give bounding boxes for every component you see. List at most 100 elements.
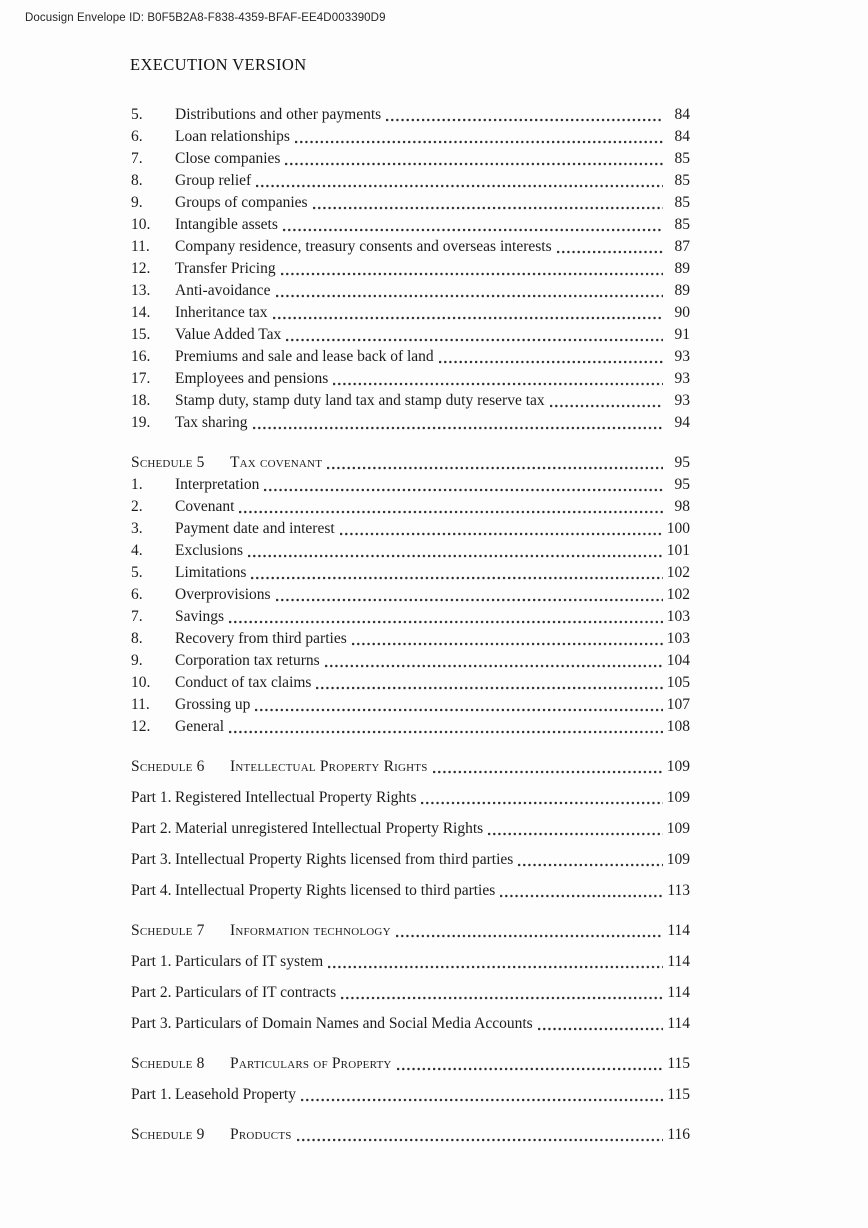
- dot-leader: [432, 770, 663, 774]
- toc-entry-title: Grossing up: [175, 696, 251, 713]
- toc-entry-page: 102: [666, 564, 690, 581]
- dot-leader: [272, 316, 663, 320]
- toc-entry: 7. Close companies 85: [131, 148, 690, 170]
- toc-entry-number: 11.: [131, 238, 150, 255]
- toc-entry: 3. Payment date and interest 100: [131, 518, 690, 540]
- toc-entry: Part 2. Particulars of IT contracts 114: [131, 982, 690, 1004]
- toc-entry-title: Stamp duty, stamp duty land tax and stam…: [175, 392, 545, 409]
- toc-entry-title: Exclusions: [175, 542, 244, 559]
- dot-leader: [438, 360, 663, 364]
- toc-entry: Schedule 9 Products 116: [131, 1124, 690, 1146]
- toc-entry-number: 12.: [131, 260, 151, 277]
- dot-leader: [275, 294, 663, 298]
- toc-entry-title: Particulars of IT system: [175, 953, 324, 970]
- dot-leader: [421, 801, 663, 805]
- toc-entry-number: 10.: [131, 216, 151, 233]
- toc-entry-number: 9.: [131, 652, 143, 669]
- toc-entry-title: Tax sharing: [175, 414, 248, 431]
- dot-leader: [556, 250, 663, 254]
- toc-entry-number: 1.: [131, 476, 143, 493]
- toc-entry-number: 15.: [131, 326, 151, 343]
- dot-leader: [395, 934, 663, 938]
- toc-entry-page: 100: [666, 520, 690, 537]
- toc-entry-title: Intellectual Property Rights licensed to…: [175, 882, 496, 899]
- toc-entry: Schedule 6 Intellectual Property Rights 10…: [131, 756, 690, 778]
- dot-leader: [328, 965, 663, 969]
- toc-entry-page: 95: [674, 454, 691, 471]
- toc-entry-number: Part 2.: [131, 820, 172, 837]
- toc-entry-number: 12.: [131, 718, 151, 735]
- toc-entry-page: 85: [674, 216, 691, 233]
- toc-entry-number: 7.: [131, 150, 143, 167]
- toc-entry-title: Limitations: [175, 564, 247, 581]
- toc-entry: 16. Premiums and sale and lease back of l…: [131, 346, 690, 368]
- toc-entry: 14. Inheritance tax 90: [131, 302, 690, 324]
- toc-entry-title: Loan relationships: [175, 128, 290, 145]
- toc-entry: 4. Exclusions 101: [131, 540, 690, 562]
- toc-entry: 5. Limitations 102: [131, 562, 690, 584]
- toc-entry: 11. Grossing up 107: [131, 694, 690, 716]
- dot-leader: [396, 1067, 663, 1071]
- toc-entry: 2. Covenant 98: [131, 496, 690, 518]
- toc-entry: 17. Employees and pensions 93: [131, 368, 690, 390]
- toc-entry-page: 98: [674, 498, 691, 515]
- dot-leader: [280, 272, 663, 276]
- toc-entry-number: Part 3.: [131, 851, 172, 868]
- dot-leader: [256, 184, 663, 188]
- toc-entry-page: 115: [667, 1055, 690, 1072]
- toc-entry-number: 6.: [131, 128, 143, 145]
- toc-entry-page: 89: [674, 260, 691, 277]
- toc-entry-title: Distributions and other payments: [175, 106, 382, 123]
- toc-entry: Part 4. Intellectual Property Rights lice…: [131, 880, 690, 902]
- toc-entry-number: 11.: [131, 696, 150, 713]
- dot-leader: [518, 863, 663, 867]
- toc-entry-page: 93: [674, 370, 691, 387]
- toc-entry-title: Conduct of tax claims: [175, 674, 312, 691]
- dot-leader: [264, 488, 663, 492]
- dot-leader: [275, 598, 663, 602]
- toc-entry: Schedule 8 Particulars of Property 115: [131, 1053, 690, 1075]
- toc-entry-page: 109: [666, 851, 690, 868]
- toc-entry: Schedule 7 Information technology 114: [131, 920, 690, 942]
- toc-entry-title: Anti-avoidance: [175, 282, 271, 299]
- dot-leader: [537, 1027, 663, 1031]
- toc-entry-title: Premiums and sale and lease back of land: [175, 348, 434, 365]
- toc-entry-number: Schedule 9: [131, 1126, 205, 1143]
- toc-entry: 1. Interpretation 95: [131, 474, 690, 496]
- toc-entry-number: Part 1.: [131, 789, 172, 806]
- toc-entry: 8. Group relief 85: [131, 170, 690, 192]
- toc-entry: 15. Value Added Tax 91: [131, 324, 690, 346]
- toc-entry-title: Corporation tax returns: [175, 652, 320, 669]
- toc-entry: 9. Groups of companies 85: [131, 192, 690, 214]
- toc-entry-number: Part 3.: [131, 1015, 172, 1032]
- toc-entry-title: Savings: [175, 608, 225, 625]
- toc-entry: 6. Loan relationships 84: [131, 126, 690, 148]
- toc-entry: 9. Corporation tax returns 104: [131, 650, 690, 672]
- toc-entry-title: Material unregistered Intellectual Prope…: [175, 820, 484, 837]
- toc-entry-page: 114: [667, 953, 690, 970]
- dot-leader: [341, 996, 663, 1000]
- dot-leader: [333, 382, 663, 386]
- dot-leader: [549, 404, 663, 408]
- toc-entry-page: 91: [674, 326, 691, 343]
- toc-entry-page: 108: [666, 718, 690, 735]
- toc-entry: 12. General 108: [131, 716, 690, 738]
- toc-entry-page: 103: [666, 608, 690, 625]
- dot-leader: [386, 118, 663, 122]
- toc-entry-number: Schedule 8: [131, 1055, 205, 1072]
- toc-entry-page: 109: [666, 758, 690, 775]
- toc-entry-title: Products: [230, 1126, 292, 1143]
- toc-entry: Part 1. Registered Intellectual Property …: [131, 787, 690, 809]
- toc-entry-title: Information technology: [230, 922, 391, 939]
- toc-entry-page: 114: [667, 922, 690, 939]
- toc-entry: 12. Transfer Pricing 89: [131, 258, 690, 280]
- dot-leader: [339, 532, 663, 536]
- dot-leader: [286, 338, 663, 342]
- toc-entry-page: 85: [674, 172, 691, 189]
- dot-leader: [229, 620, 663, 624]
- toc-entry-number: 5.: [131, 564, 143, 581]
- toc-entry: Schedule 5 Tax covenant 95: [131, 452, 690, 474]
- execution-version-label: EXECUTION VERSION: [130, 55, 307, 74]
- dot-leader: [500, 894, 663, 898]
- toc-entry-title: Employees and pensions: [175, 370, 329, 387]
